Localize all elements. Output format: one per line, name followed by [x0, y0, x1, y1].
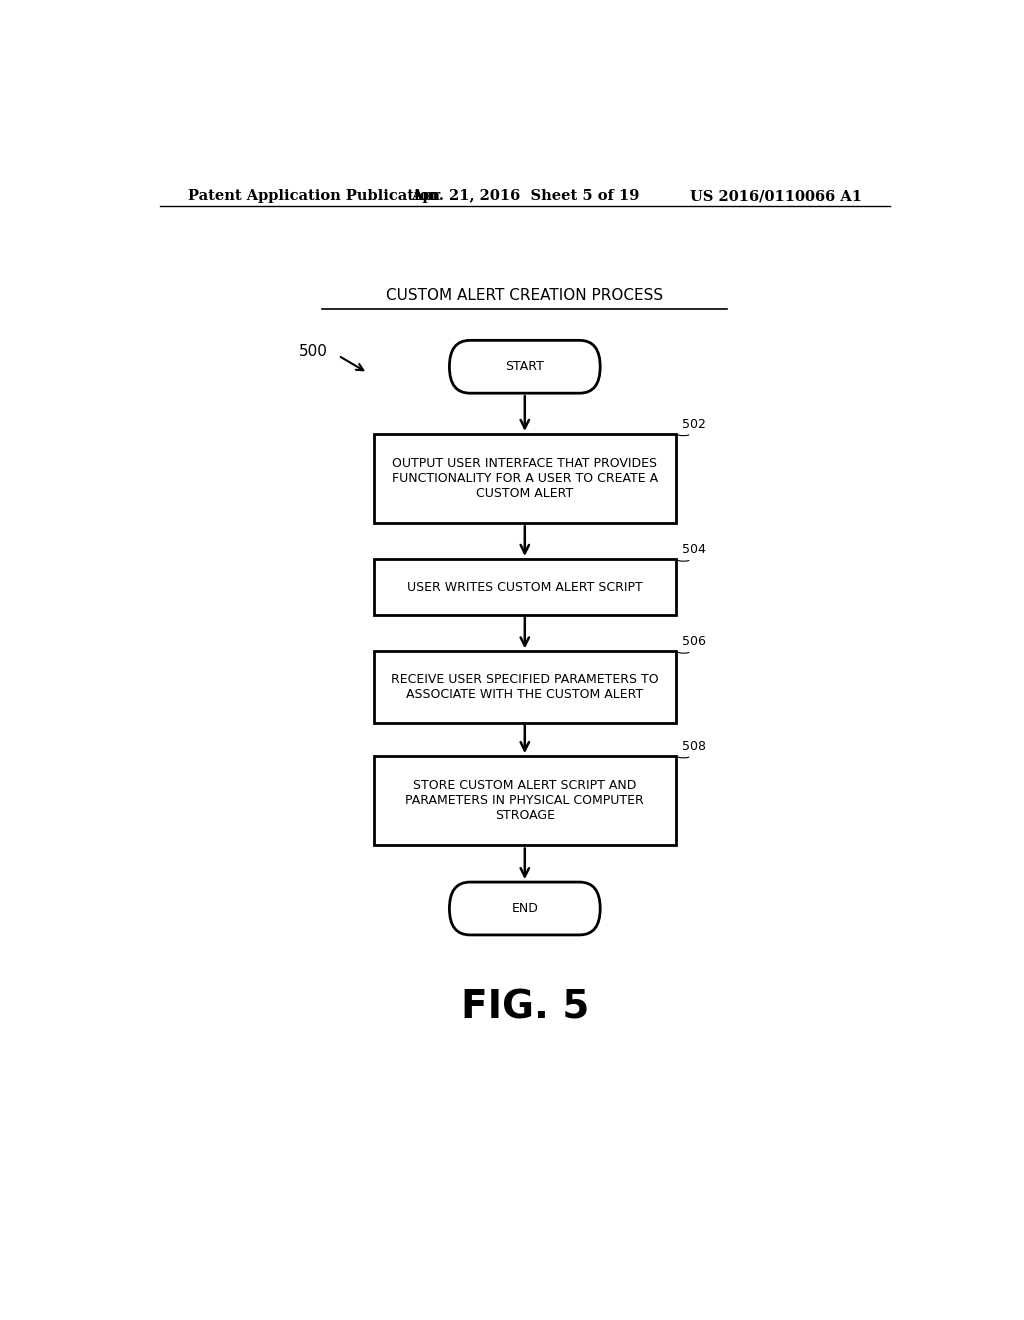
FancyBboxPatch shape	[374, 756, 676, 846]
Text: 500: 500	[299, 345, 328, 359]
FancyBboxPatch shape	[374, 434, 676, 523]
Text: START: START	[506, 360, 544, 374]
Text: USER WRITES CUSTOM ALERT SCRIPT: USER WRITES CUSTOM ALERT SCRIPT	[407, 581, 643, 594]
FancyBboxPatch shape	[450, 341, 600, 393]
Text: FIG. 5: FIG. 5	[461, 989, 589, 1026]
FancyBboxPatch shape	[374, 651, 676, 722]
Text: Apr. 21, 2016  Sheet 5 of 19: Apr. 21, 2016 Sheet 5 of 19	[411, 189, 639, 203]
Text: STORE CUSTOM ALERT SCRIPT AND
PARAMETERS IN PHYSICAL COMPUTER
STROAGE: STORE CUSTOM ALERT SCRIPT AND PARAMETERS…	[406, 779, 644, 822]
Text: US 2016/0110066 A1: US 2016/0110066 A1	[690, 189, 862, 203]
Text: RECEIVE USER SPECIFIED PARAMETERS TO
ASSOCIATE WITH THE CUSTOM ALERT: RECEIVE USER SPECIFIED PARAMETERS TO ASS…	[391, 673, 658, 701]
Text: Patent Application Publication: Patent Application Publication	[187, 189, 439, 203]
Text: OUTPUT USER INTERFACE THAT PROVIDES
FUNCTIONALITY FOR A USER TO CREATE A
CUSTOM : OUTPUT USER INTERFACE THAT PROVIDES FUNC…	[392, 457, 657, 500]
Text: END: END	[511, 902, 539, 915]
FancyBboxPatch shape	[450, 882, 600, 935]
Text: 504: 504	[682, 544, 706, 556]
Text: 508: 508	[682, 741, 706, 752]
Text: 502: 502	[682, 418, 706, 430]
Text: CUSTOM ALERT CREATION PROCESS: CUSTOM ALERT CREATION PROCESS	[386, 288, 664, 304]
Text: 506: 506	[682, 635, 706, 648]
FancyBboxPatch shape	[374, 560, 676, 615]
